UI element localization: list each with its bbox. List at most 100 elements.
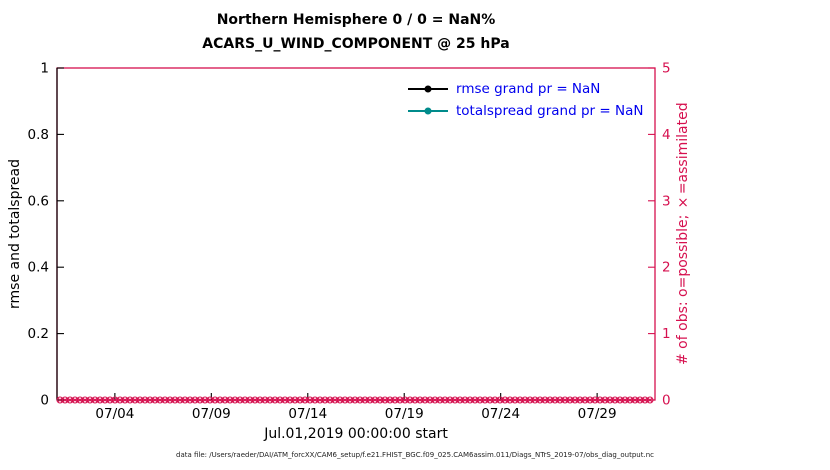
possible-obs-marker (71, 396, 79, 404)
assimilated-obs-marker (512, 397, 518, 403)
assimilated-obs-marker (377, 397, 383, 403)
data-file-path: data file: /Users/raeder/DAI/ATM_forcXX/… (176, 451, 654, 459)
possible-obs-marker (101, 396, 109, 404)
possible-obs-marker (241, 396, 249, 404)
assimilated-obs-marker (247, 397, 253, 403)
assimilated-obs-marker (347, 397, 353, 403)
possible-obs-marker (56, 396, 64, 404)
x-tick-label: 07/04 (95, 406, 134, 422)
possible-obs-marker (211, 396, 219, 404)
assimilated-obs-marker (452, 397, 458, 403)
possible-obs-marker (316, 396, 324, 404)
assimilated-obs-marker (207, 397, 213, 403)
assimilated-obs-marker (577, 397, 583, 403)
right-tick-label: 2 (662, 260, 671, 276)
assimilated-obs-marker (447, 397, 453, 403)
possible-obs-marker (116, 396, 124, 404)
possible-obs-marker (561, 396, 569, 404)
assimilated-obs-marker (142, 397, 148, 403)
assimilated-obs-marker (162, 397, 168, 403)
assimilated-obs-marker (407, 397, 413, 403)
assimilated-obs-marker (312, 397, 318, 403)
assimilated-obs-marker (497, 397, 503, 403)
assimilated-obs-marker (582, 397, 588, 403)
possible-obs-marker (376, 396, 384, 404)
chart-title-line1: Northern Hemisphere 0 / 0 = NaN% (216, 12, 496, 28)
possible-obs-marker (246, 396, 254, 404)
assimilated-obs-marker (482, 397, 488, 403)
possible-obs-marker (396, 396, 404, 404)
possible-obs-marker (301, 396, 309, 404)
assimilated-obs-marker (72, 397, 78, 403)
possible-obs-marker (251, 396, 259, 404)
assimilated-obs-marker (282, 397, 288, 403)
assimilated-obs-marker (417, 397, 423, 403)
possible-obs-marker (351, 396, 359, 404)
assimilated-obs-marker (172, 397, 178, 403)
assimilated-obs-marker (122, 397, 128, 403)
possible-obs-marker (121, 396, 129, 404)
possible-obs-marker (391, 396, 399, 404)
possible-obs-marker (221, 396, 229, 404)
possible-obs-marker (576, 396, 584, 404)
possible-obs-marker (616, 396, 624, 404)
possible-obs-marker (481, 396, 489, 404)
possible-obs-marker (476, 396, 484, 404)
assimilated-obs-marker (267, 397, 273, 403)
assimilated-obs-marker (292, 397, 298, 403)
assimilated-obs-marker (277, 397, 283, 403)
possible-obs-marker (566, 396, 574, 404)
assimilated-obs-marker (302, 397, 308, 403)
possible-obs-marker (111, 396, 119, 404)
possible-obs-marker (231, 396, 239, 404)
assimilated-obs-marker (57, 397, 63, 403)
possible-obs-marker (126, 396, 134, 404)
assimilated-obs-marker (437, 397, 443, 403)
assimilated-obs-marker (117, 397, 123, 403)
legend-line-sample-totalspread (408, 107, 448, 115)
possible-obs-marker (186, 396, 194, 404)
left-tick-label: 0.2 (28, 326, 49, 342)
possible-obs-marker (466, 396, 474, 404)
assimilated-obs-marker (257, 397, 263, 403)
possible-obs-marker (511, 396, 519, 404)
assimilated-obs-marker (587, 397, 593, 403)
assimilated-obs-marker (422, 397, 428, 403)
assimilated-obs-marker (182, 397, 188, 403)
possible-obs-marker (136, 396, 144, 404)
x-tick-label: 07/09 (192, 406, 231, 422)
possible-obs-marker (446, 396, 454, 404)
possible-obs-marker (551, 396, 559, 404)
possible-obs-marker (556, 396, 564, 404)
assimilated-obs-marker (107, 397, 113, 403)
possible-obs-marker (346, 396, 354, 404)
assimilated-obs-marker (532, 397, 538, 403)
assimilated-obs-marker (432, 397, 438, 403)
assimilated-obs-marker (152, 397, 158, 403)
possible-obs-marker (641, 396, 649, 404)
possible-obs-marker (381, 396, 389, 404)
legend-label-totalspread: totalspread grand pr = NaN (456, 103, 644, 119)
possible-obs-marker (426, 396, 434, 404)
assimilated-obs-marker (342, 397, 348, 403)
assimilated-obs-marker (597, 397, 603, 403)
assimilated-obs-marker (522, 397, 528, 403)
possible-obs-marker (366, 396, 374, 404)
assimilated-obs-marker (477, 397, 483, 403)
possible-obs-marker (81, 396, 89, 404)
possible-obs-marker (436, 396, 444, 404)
left-tick-label: 0.4 (28, 260, 49, 276)
possible-obs-marker (96, 396, 104, 404)
assimilated-obs-marker (327, 397, 333, 403)
assimilated-obs-marker (462, 397, 468, 403)
right-tick-label: 5 (662, 61, 671, 77)
right-tick-label: 0 (662, 393, 671, 409)
possible-obs-marker (291, 396, 299, 404)
possible-obs-marker (631, 396, 639, 404)
possible-obs-marker (141, 396, 149, 404)
assimilated-obs-marker (87, 397, 93, 403)
assimilated-obs-marker (62, 397, 68, 403)
assimilated-obs-marker (382, 397, 388, 403)
possible-obs-marker (386, 396, 394, 404)
